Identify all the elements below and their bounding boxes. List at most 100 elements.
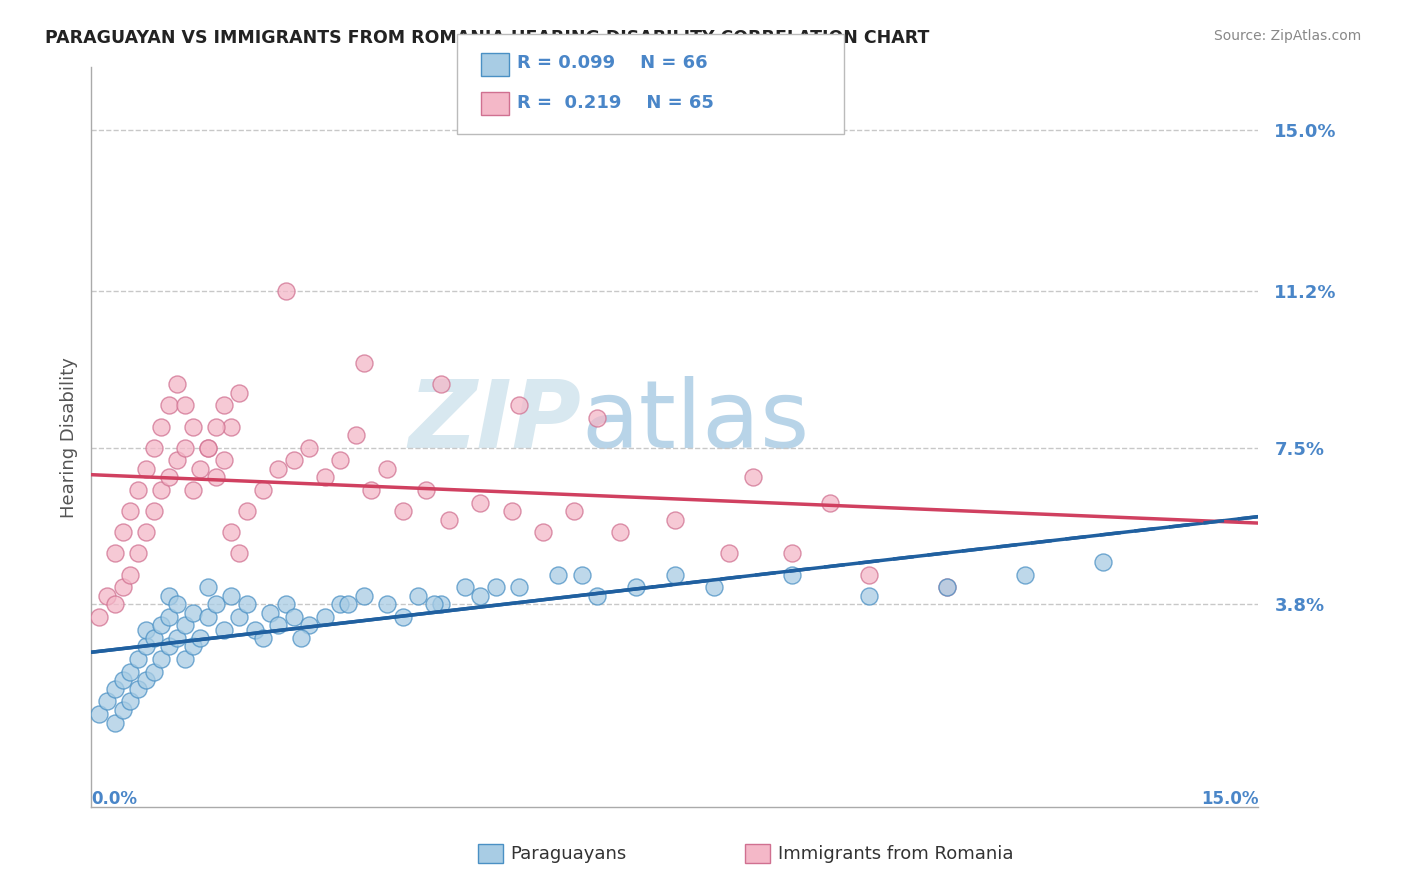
- Point: [470, 496, 492, 510]
- Point: [531, 525, 554, 540]
- Point: [135, 525, 157, 540]
- Point: [166, 377, 188, 392]
- Point: [173, 398, 195, 412]
- Point: [780, 546, 803, 560]
- Point: [157, 398, 180, 412]
- Point: [221, 525, 243, 540]
- Point: [166, 453, 188, 467]
- Point: [508, 398, 530, 412]
- Point: [586, 589, 609, 603]
- Point: [858, 589, 880, 603]
- Point: [111, 580, 134, 594]
- Point: [936, 580, 959, 594]
- Point: [120, 665, 142, 679]
- Point: [127, 681, 149, 696]
- Point: [252, 483, 274, 497]
- Point: [157, 640, 180, 654]
- Point: [314, 470, 336, 484]
- Point: [212, 623, 235, 637]
- Point: [329, 597, 352, 611]
- Point: [936, 580, 959, 594]
- Point: [298, 618, 321, 632]
- Point: [111, 703, 134, 717]
- Point: [243, 623, 266, 637]
- Point: [221, 589, 243, 603]
- Point: [104, 597, 127, 611]
- Point: [142, 441, 165, 455]
- Point: [212, 398, 235, 412]
- Point: [391, 504, 413, 518]
- Point: [422, 597, 444, 611]
- Point: [353, 356, 375, 370]
- Point: [173, 652, 195, 666]
- Point: [89, 610, 111, 624]
- Point: [360, 483, 382, 497]
- Point: [485, 580, 508, 594]
- Point: [120, 567, 142, 582]
- Point: [173, 618, 195, 632]
- Point: [1091, 555, 1114, 569]
- Point: [142, 631, 165, 645]
- Point: [212, 453, 235, 467]
- Point: [104, 715, 127, 730]
- Point: [586, 411, 609, 425]
- Point: [135, 462, 157, 476]
- Point: [181, 419, 204, 434]
- Point: [344, 428, 367, 442]
- Point: [197, 441, 219, 455]
- Point: [127, 652, 149, 666]
- Point: [166, 597, 188, 611]
- Point: [1014, 567, 1036, 582]
- Point: [267, 618, 290, 632]
- Point: [430, 597, 453, 611]
- Point: [508, 580, 530, 594]
- Point: [181, 640, 204, 654]
- Point: [470, 589, 492, 603]
- Point: [718, 546, 741, 560]
- Point: [150, 652, 173, 666]
- Point: [274, 284, 297, 298]
- Point: [391, 610, 413, 624]
- Point: [454, 580, 477, 594]
- Point: [780, 567, 803, 582]
- Text: R =  0.219    N = 65: R = 0.219 N = 65: [517, 94, 714, 112]
- Point: [236, 597, 259, 611]
- Point: [406, 589, 429, 603]
- Point: [135, 673, 157, 688]
- Point: [197, 610, 219, 624]
- Point: [274, 597, 297, 611]
- Point: [609, 525, 631, 540]
- Point: [197, 580, 219, 594]
- Point: [111, 673, 134, 688]
- Point: [104, 546, 127, 560]
- Point: [142, 665, 165, 679]
- Point: [741, 470, 763, 484]
- Point: [228, 546, 250, 560]
- Point: [259, 606, 281, 620]
- Text: 15.0%: 15.0%: [1201, 789, 1258, 808]
- Text: Paraguayans: Paraguayans: [510, 845, 627, 863]
- Point: [150, 618, 173, 632]
- Point: [142, 504, 165, 518]
- Point: [252, 631, 274, 645]
- Point: [104, 681, 127, 696]
- Point: [283, 453, 305, 467]
- Text: Immigrants from Romania: Immigrants from Romania: [778, 845, 1012, 863]
- Point: [127, 546, 149, 560]
- Point: [120, 504, 142, 518]
- Point: [329, 453, 352, 467]
- Point: [415, 483, 437, 497]
- Point: [375, 597, 398, 611]
- Point: [290, 631, 312, 645]
- Point: [111, 525, 134, 540]
- Point: [205, 597, 228, 611]
- Point: [181, 483, 204, 497]
- Point: [624, 580, 647, 594]
- Point: [547, 567, 569, 582]
- Text: R = 0.099    N = 66: R = 0.099 N = 66: [517, 54, 709, 72]
- Point: [501, 504, 523, 518]
- Point: [96, 694, 118, 708]
- Point: [858, 567, 880, 582]
- Point: [228, 610, 250, 624]
- Point: [562, 504, 585, 518]
